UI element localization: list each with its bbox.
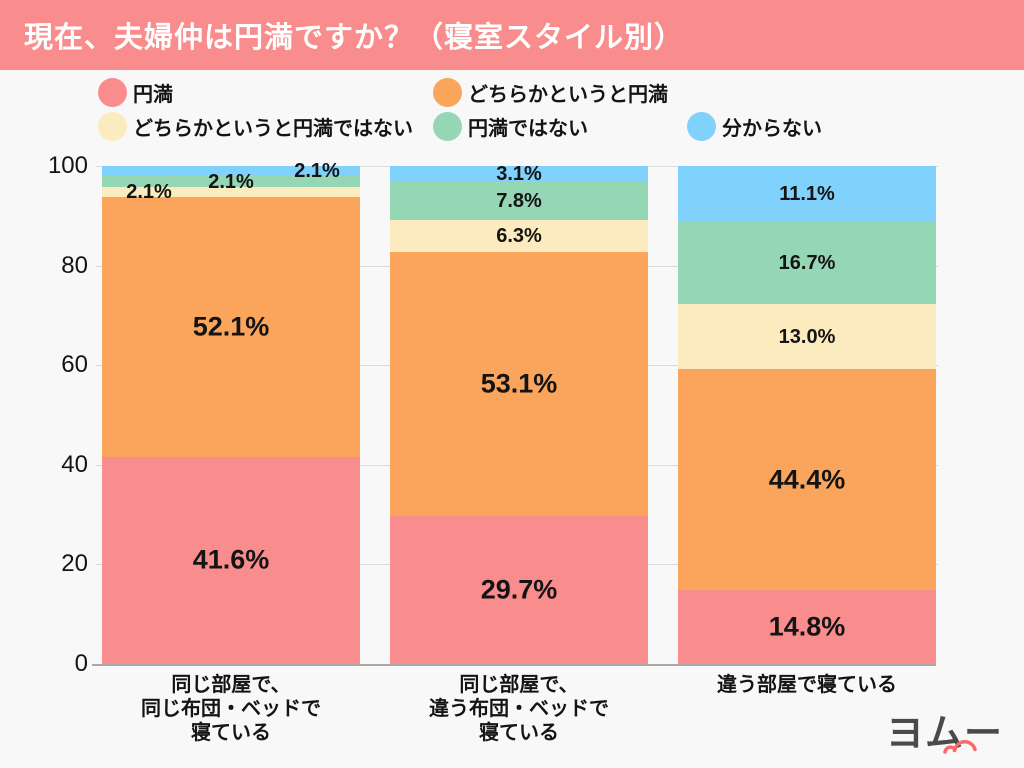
legend-item-dochiraka-enman: どちらかというと円満 — [433, 77, 668, 107]
bar-segment — [102, 186, 360, 198]
bar-segment — [678, 590, 936, 664]
bar-segment — [678, 166, 936, 222]
segment-value-label: 44.4% — [768, 464, 846, 495]
legend-label: 円満ではない — [468, 117, 588, 140]
legend-item-dochiraka-enman-dewanai: どちらかというと円満ではない — [98, 111, 413, 141]
bar-segment — [102, 456, 360, 664]
legend-item-enman-dewanai: 円満ではない — [433, 111, 588, 141]
segment-value-label: 2.1% — [208, 170, 254, 193]
category-label: 違う部屋で寝ている — [717, 673, 897, 697]
legend-item-wakaranai: 分からない — [687, 111, 822, 141]
legend-label: どちらかというと円満ではない — [133, 117, 413, 140]
chart-header: 現在、夫婦仲は円満ですか？（寝室スタイル別） — [0, 0, 1024, 70]
category-label-line: 違う部屋で寝ている — [717, 674, 897, 696]
segment-value-label: 11.1% — [779, 182, 835, 205]
segment-value-label: 29.7% — [480, 574, 558, 605]
category-label-line: 寝ている — [191, 722, 271, 744]
y-axis-tick-label: 0 — [74, 650, 88, 677]
bar-segment — [678, 369, 936, 591]
segment-value-label: 53.1% — [480, 368, 558, 399]
y-axis-tick-label: 60 — [61, 351, 88, 379]
y-axis-tick-label: 100 — [47, 152, 88, 179]
chart-title: 現在、夫婦仲は円満ですか？（寝室スタイル別） — [24, 22, 685, 54]
category-label-line: 同じ部屋で、 — [171, 674, 291, 696]
bar-segment — [390, 166, 648, 182]
legend-swatch-blue — [687, 111, 716, 141]
yomuno-logo: ヨムーノ — [886, 702, 1016, 760]
segment-value-label: 2.1% — [126, 181, 172, 204]
bar-segment — [102, 166, 360, 177]
y-axis-tick-label: 80 — [61, 251, 88, 279]
x-axis-line — [92, 664, 936, 666]
bar-segment — [390, 220, 648, 252]
category-label-line: 同じ布団・ベッドで — [141, 698, 321, 720]
y-axis-tick-label: 40 — [61, 450, 88, 478]
legend-item-enman: 円満 — [98, 77, 173, 107]
category-label-line: 違う布団・ベッドで — [429, 698, 609, 720]
segment-value-label: 2.1% — [294, 160, 340, 183]
bar-segment — [390, 181, 648, 221]
bar-segment — [390, 251, 648, 517]
legend-swatch-orange — [433, 77, 462, 107]
logo-arc-icon — [943, 740, 977, 754]
legend-label: 円満 — [133, 83, 173, 106]
legend-swatch-pink — [98, 77, 127, 107]
segment-value-label: 7.8% — [496, 189, 542, 212]
category-label: 同じ部屋で、 違う布団・ベッドで 寝ている — [429, 673, 609, 745]
category-label-line: 同じ部屋で、 — [459, 674, 579, 696]
legend-swatch-cream — [98, 111, 127, 141]
bar-segment — [678, 221, 936, 305]
bar-segment — [102, 176, 360, 187]
legend-label: どちらかというと円満 — [468, 83, 668, 106]
legend-swatch-green — [433, 111, 462, 141]
y-axis-tick-label: 20 — [61, 550, 88, 578]
bar-segment — [102, 197, 360, 457]
bar-segment — [390, 516, 648, 664]
segment-value-label: 52.1% — [192, 311, 270, 342]
category-label-line: 寝ている — [479, 722, 559, 744]
segment-value-label: 3.1% — [496, 162, 542, 185]
segment-value-label: 41.6% — [192, 544, 270, 575]
segment-value-label: 13.0% — [778, 325, 836, 348]
segment-value-label: 6.3% — [496, 224, 542, 247]
category-label: 同じ部屋で、 同じ布団・ベッドで 寝ている — [141, 673, 321, 745]
legend-label: 分からない — [722, 117, 822, 140]
segment-value-label: 16.7% — [778, 251, 836, 274]
segment-value-label: 14.8% — [768, 611, 846, 642]
logo-text: ヨムーノ — [886, 713, 1004, 755]
bar-segment — [678, 304, 936, 370]
